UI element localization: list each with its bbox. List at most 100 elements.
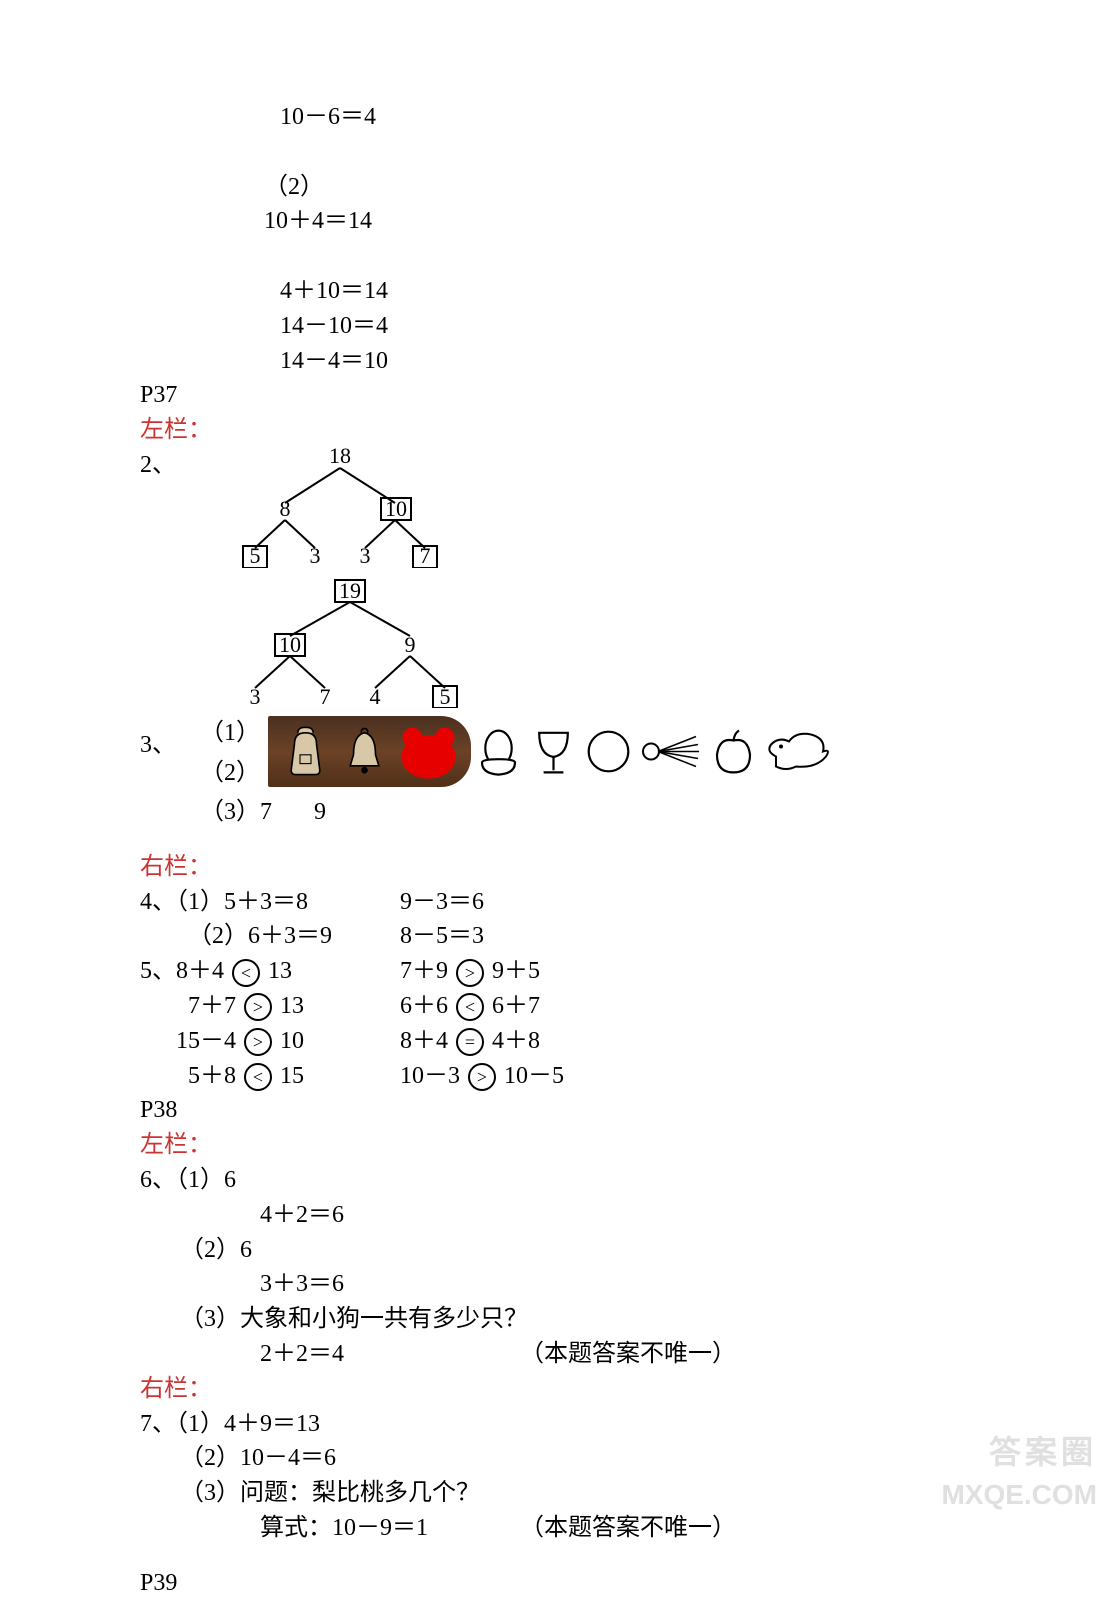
q4-cell: 9－3＝6 [400, 885, 484, 920]
expr: 8＋4 [176, 958, 224, 984]
expr: 13 [268, 958, 292, 984]
icons-row: （1） （2） [200, 716, 831, 787]
compare-op: > [468, 1063, 496, 1091]
section-left-header: 左栏： [140, 1128, 977, 1163]
q4-row: 4、（1）5＋3＝8 9－3＝6 [140, 885, 977, 920]
top-equations: 10－6＝4 （2） 10＋4＝14 4＋10＝14 14－10＝4 14－4＝… [140, 100, 977, 378]
eq-line: 10－6＝4 [280, 100, 977, 135]
eq-line: 14－4＝10 [280, 344, 977, 379]
eq-line: 10＋4＝14 [264, 208, 372, 234]
eq-line: 14－10＝4 [280, 309, 977, 344]
circle-icon [581, 724, 636, 779]
q4-row: （2）6＋3＝9 8－5＝3 [140, 919, 977, 954]
text: 3＋3＝6 [260, 1267, 977, 1302]
tree-node: 10 [385, 496, 407, 521]
tree-node: 5 [250, 543, 261, 568]
q2-label: 2、 [140, 448, 200, 568]
expr: 6＋7 [492, 993, 540, 1019]
page-label: P37 [140, 378, 977, 413]
expr: 10 [280, 1028, 304, 1054]
text: 算式：10－9＝1 [140, 1511, 520, 1546]
tree-node: 18 [329, 448, 351, 468]
expr: 6＋6 [400, 993, 448, 1019]
text: （1）6 [176, 1167, 236, 1193]
expr: 15 [280, 1063, 304, 1089]
tree1-svg: 18 8 10 5 3 3 7 [200, 448, 480, 568]
text: （2）6 [180, 1233, 977, 1268]
tree-node: 10 [279, 632, 301, 657]
tree2-svg: 19 10 9 3 7 4 5 [200, 578, 500, 708]
q4-cell: （1）5＋3＝8 [176, 889, 308, 915]
goblet-icon [526, 724, 581, 779]
q7-answer-row: 算式：10－9＝1 （本题答案不唯一） [140, 1511, 977, 1546]
bell-icon [337, 724, 392, 779]
q3-content: （1） （2） [200, 708, 831, 830]
watermark-en: MXQE.COM [941, 1475, 1097, 1516]
expr: 15－4 [176, 1028, 236, 1054]
q5-row: 5＋8 < 15 10－3 > 10－5 [140, 1059, 977, 1094]
icons-panel [268, 716, 471, 787]
tree-node: 3 [310, 543, 321, 568]
note: （本题答案不唯一） [520, 1337, 736, 1372]
expr: 13 [280, 993, 304, 1019]
q4-cell: （2）6＋3＝9 [188, 923, 332, 949]
tree2: 19 10 9 3 7 4 5 [200, 578, 977, 708]
expr: 9＋5 [492, 958, 540, 984]
expr: 10－5 [504, 1063, 564, 1089]
tree-node: 4 [370, 684, 381, 708]
tree-node: 5 [440, 684, 451, 708]
q3-sub2: （2） [200, 756, 260, 786]
compare-op: > [244, 1028, 272, 1056]
tree-node: 7 [320, 684, 331, 708]
text: 4＋2＝6 [260, 1198, 977, 1233]
text: （3）问题：梨比桃多几个？ [180, 1476, 977, 1511]
text: 2＋2＝4 [140, 1337, 520, 1372]
section-right-header: 右栏： [140, 850, 977, 885]
q5-row: 5、8＋4 < 13 7＋9 > 9＋5 [140, 954, 977, 989]
tree-node: 3 [360, 543, 371, 568]
tree1: 18 8 10 5 3 3 7 [200, 448, 480, 568]
egg-icon [471, 724, 526, 779]
compare-op: > [244, 993, 272, 1021]
q6-block: 6、（1）6 4＋2＝6 （2）6 3＋3＝6 （3）大象和小狗一共有多少只？ … [140, 1163, 977, 1372]
marker: （2） [264, 174, 324, 200]
bird-icon [761, 724, 831, 779]
compare-op: < [456, 993, 484, 1021]
q5-row: 15－4 > 10 8＋4 = 4＋8 [140, 1024, 977, 1059]
q6-answer-row: 2＋2＝4 （本题答案不唯一） [140, 1337, 977, 1372]
compare-op: > [456, 959, 484, 987]
section-right-header: 右栏： [140, 1372, 977, 1407]
q3-label: 3、 [140, 708, 200, 763]
q3-sub1: （1） [200, 716, 260, 746]
shuttlecock-icon [636, 724, 706, 779]
q4-cell: 8－5＝3 [400, 919, 484, 954]
watermark: 答案圈 MXQE.COM [941, 1429, 1097, 1516]
section-left-header: 左栏： [140, 413, 977, 448]
watermark-cn: 答案圈 [941, 1429, 1097, 1475]
q6-label: 6、 [140, 1167, 176, 1193]
q5-block: 5、8＋4 < 13 7＋9 > 9＋5 7＋7 > 13 6＋6 < 6＋7 … [140, 954, 977, 1093]
text: （2）10－4＝6 [180, 1441, 977, 1476]
compare-op: < [244, 1063, 272, 1091]
page-label: P38 [140, 1093, 977, 1128]
q7-block: 7、（1）4＋9＝13 （2）10－4＝6 （3）问题：梨比桃多几个？ 算式：1… [140, 1407, 977, 1546]
backpack-icon [278, 724, 333, 779]
eq-marker-line: （2） 10＋4＝14 [240, 135, 977, 274]
sub-labels: （1） （2） [200, 716, 260, 786]
compare-op: < [232, 959, 260, 987]
q4-label: 4、 [140, 889, 176, 915]
expr: 8＋4 [400, 1028, 448, 1054]
text: （1）4＋9＝13 [176, 1411, 320, 1437]
apple-icon [706, 724, 761, 779]
q7-label: 7、 [140, 1411, 176, 1437]
expr: 5＋8 [188, 1063, 236, 1089]
note: （本题答案不唯一） [520, 1511, 736, 1546]
q3-sub3: （3）7 9 [200, 795, 831, 830]
q5-row: 7＋7 > 13 6＋6 < 6＋7 [140, 989, 977, 1024]
tree-node: 8 [280, 496, 291, 521]
bear-icon [396, 724, 461, 779]
tree-node: 19 [339, 578, 361, 603]
text: （3）大象和小狗一共有多少只？ [180, 1302, 977, 1337]
q4-block: 4、（1）5＋3＝8 9－3＝6 （2）6＋3＝9 8－5＝3 [140, 885, 977, 955]
q2-row: 2、 18 8 10 5 3 3 7 [140, 448, 977, 568]
